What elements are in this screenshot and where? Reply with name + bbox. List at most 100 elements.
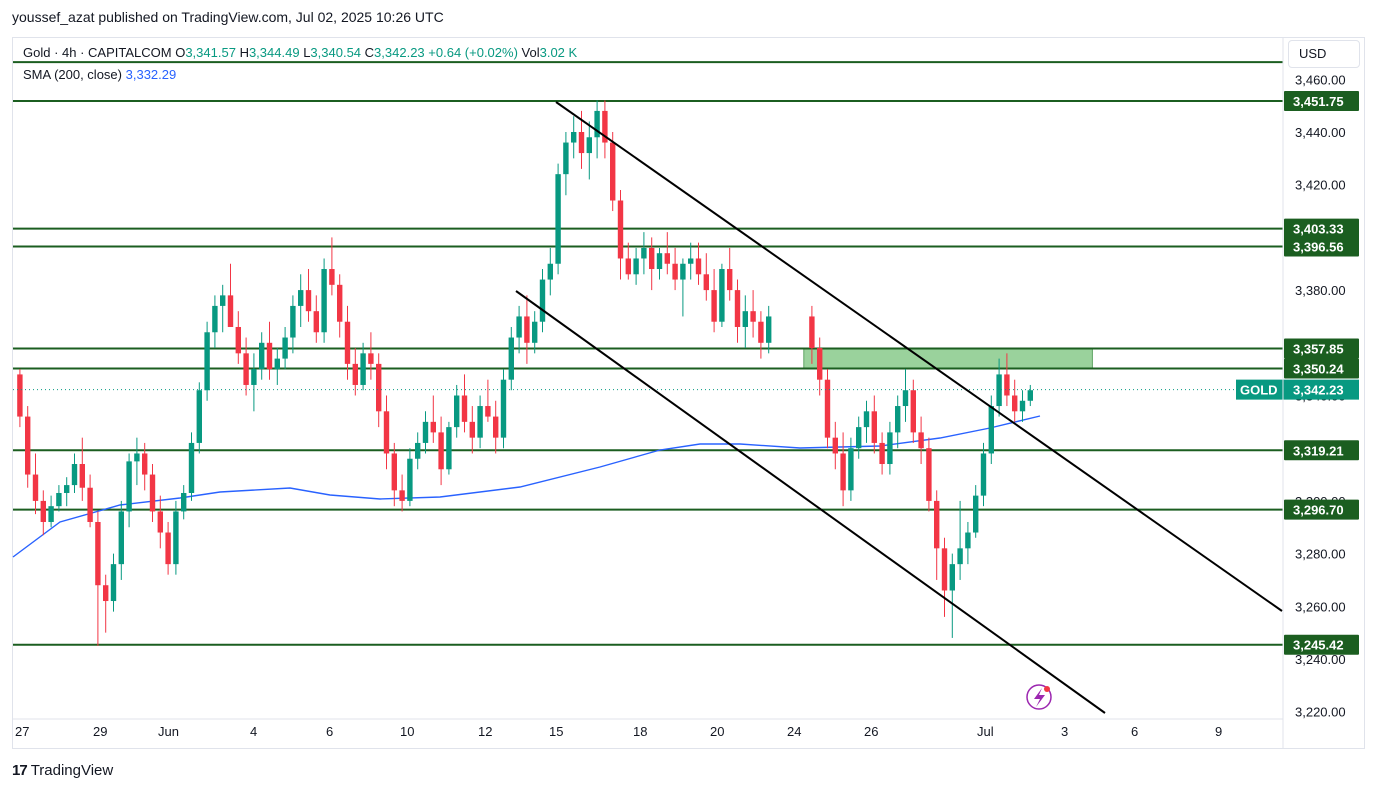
candle-body[interactable] [957, 548, 963, 565]
candle-body[interactable] [625, 258, 631, 275]
sma-legend[interactable]: SMA (200, close) 3,332.29 [23, 67, 176, 82]
candle-body[interactable] [949, 564, 955, 591]
candle-body[interactable] [1004, 374, 1010, 396]
candle-body[interactable] [454, 395, 460, 428]
currency-button[interactable]: USD [1288, 40, 1360, 68]
candle-body[interactable] [391, 453, 397, 491]
candle-body[interactable] [887, 432, 893, 465]
candle-body[interactable] [446, 427, 452, 470]
candle-body[interactable] [196, 390, 202, 443]
candle-body[interactable] [680, 263, 686, 280]
candle-body[interactable] [941, 548, 948, 591]
candle-body[interactable] [934, 500, 940, 549]
candle-body[interactable] [672, 263, 678, 280]
candle-body[interactable] [871, 411, 877, 443]
candle-body[interactable] [282, 337, 288, 359]
candle-body[interactable] [17, 374, 23, 417]
upper-trendline[interactable] [555, 101, 1283, 612]
candle-body[interactable] [430, 421, 436, 433]
candle-body[interactable] [220, 295, 226, 306]
candle-body[interactable] [407, 458, 413, 501]
candle-body[interactable] [910, 390, 916, 433]
candle-body[interactable] [469, 421, 475, 438]
candle-body[interactable] [856, 427, 862, 449]
candle-body[interactable] [352, 363, 358, 385]
candle-body[interactable] [383, 411, 390, 454]
candle-body[interactable] [926, 448, 932, 501]
candle-body[interactable] [1019, 400, 1026, 412]
candle-body[interactable] [337, 284, 343, 322]
candle-body[interactable] [40, 500, 46, 522]
candle-body[interactable] [664, 253, 670, 264]
symbol-name[interactable]: Gold · 4h · CAPITALCOM [23, 45, 172, 60]
candle-body[interactable] [368, 353, 374, 364]
candle-body[interactable] [649, 247, 655, 270]
candle-body[interactable] [539, 279, 546, 322]
candle-body[interactable] [719, 269, 725, 322]
candle-body[interactable] [321, 269, 327, 333]
candle-body[interactable] [157, 511, 163, 533]
candle-body[interactable] [516, 316, 522, 338]
candle-body[interactable] [996, 374, 1002, 407]
candle-body[interactable] [711, 290, 717, 322]
candle-body[interactable] [298, 290, 304, 306]
candle-body[interactable] [563, 142, 569, 175]
candle-body[interactable] [110, 564, 117, 602]
candle-body[interactable] [918, 432, 924, 449]
candle-body[interactable] [1027, 390, 1033, 401]
candle-body[interactable] [212, 305, 218, 333]
candle-body[interactable] [571, 132, 577, 143]
candle-body[interactable] [485, 406, 491, 417]
candle-body[interactable] [376, 363, 382, 412]
candle-body[interactable] [438, 432, 444, 470]
candle-body[interactable] [25, 416, 31, 475]
candle-body[interactable] [134, 453, 140, 462]
candle-body[interactable] [895, 406, 901, 433]
candle-body[interactable] [243, 353, 249, 385]
candle-body[interactable] [863, 411, 870, 428]
candle-body[interactable] [477, 406, 483, 438]
candle-body[interactable] [103, 585, 109, 602]
candle-body[interactable] [703, 274, 709, 291]
candle-body[interactable] [259, 342, 265, 370]
candle-body[interactable] [695, 258, 702, 275]
candle-body[interactable] [524, 316, 530, 343]
chart-frame[interactable] [12, 37, 1365, 749]
candle-body[interactable] [758, 321, 764, 343]
candle-body[interactable] [461, 395, 468, 422]
candle-body[interactable] [750, 311, 756, 322]
candle-body[interactable] [56, 492, 62, 507]
candle-body[interactable] [274, 358, 280, 370]
alert-lightning-icon[interactable] [1026, 684, 1052, 710]
candle-body[interactable] [142, 453, 148, 475]
candle-body[interactable] [809, 316, 815, 349]
candle-body[interactable] [641, 247, 647, 259]
supply-zone[interactable] [803, 347, 1093, 370]
candle-body[interactable] [727, 269, 733, 291]
candle-body[interactable] [578, 132, 585, 154]
candle-body[interactable] [617, 200, 624, 259]
candle-body[interactable] [313, 311, 319, 333]
candle-body[interactable] [734, 290, 741, 327]
candle-body[interactable] [980, 453, 987, 496]
symbol-legend[interactable]: Gold · 4h · CAPITALCOM O3,341.57 H3,344.… [23, 45, 577, 60]
candle-body[interactable] [848, 448, 854, 491]
candle-body[interactable] [71, 464, 78, 486]
candle-body[interactable] [165, 532, 171, 565]
candle-body[interactable] [547, 263, 553, 280]
candle-body[interactable] [173, 511, 179, 565]
candle-body[interactable] [766, 316, 772, 343]
candle-body[interactable] [290, 305, 296, 338]
candle-body[interactable] [48, 506, 54, 522]
tradingview-logo[interactable]: 17 TradingView [12, 762, 113, 779]
candle-body[interactable] [181, 492, 187, 512]
candle-body[interactable] [79, 464, 85, 488]
candle-body[interactable] [610, 142, 616, 201]
candle-body[interactable] [555, 174, 561, 264]
candle-body[interactable] [204, 332, 210, 391]
candle-body[interactable] [126, 461, 132, 512]
candle-body[interactable] [508, 337, 514, 380]
candle-body[interactable] [586, 137, 592, 154]
candle-body[interactable] [344, 321, 351, 364]
